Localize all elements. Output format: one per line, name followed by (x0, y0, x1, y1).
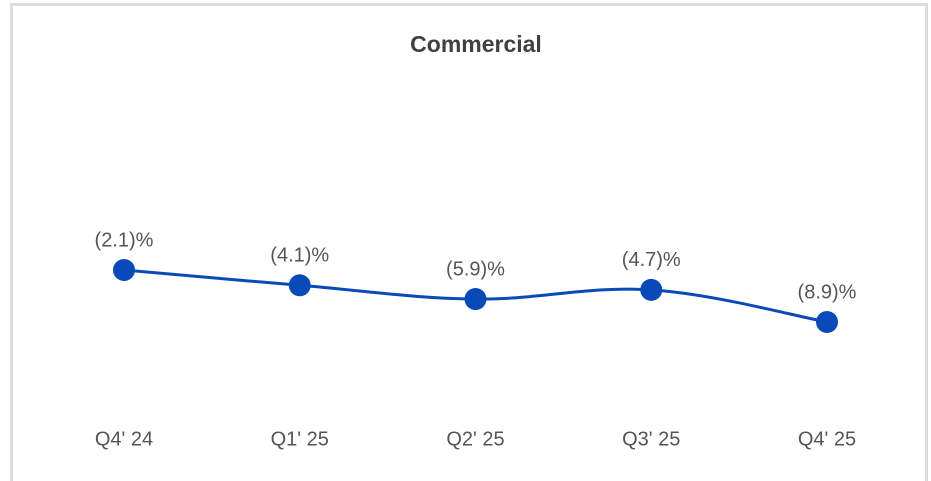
marker (640, 278, 663, 301)
marker (816, 311, 838, 333)
data-label: (5.9)% (446, 258, 505, 280)
frame (10, 3, 928, 481)
x-tick-label: Q4' 24 (95, 428, 153, 450)
data-label: (8.9)% (798, 281, 857, 303)
data-label: (4.7)% (622, 249, 681, 271)
x-tick-label: Q3' 25 (622, 428, 680, 450)
marker (464, 288, 487, 311)
x-tick-label: Q4' 25 (798, 428, 856, 450)
x-tick-label: Q1' 25 (271, 428, 329, 450)
marker (288, 274, 311, 297)
marker (113, 259, 135, 281)
chart-title: Commercial (410, 31, 542, 57)
data-label: (2.1)% (95, 229, 154, 251)
data-label: (4.1)% (270, 245, 329, 267)
x-tick-label: Q2' 25 (446, 428, 504, 450)
